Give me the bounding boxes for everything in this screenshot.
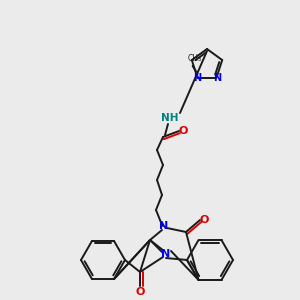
Text: O: O — [178, 126, 188, 136]
Text: N: N — [194, 73, 202, 83]
Text: N: N — [213, 73, 221, 83]
Text: O: O — [199, 215, 209, 225]
Text: CH₃: CH₃ — [188, 54, 202, 63]
Text: N: N — [161, 249, 171, 259]
Text: N: N — [159, 221, 169, 231]
Text: NH: NH — [161, 113, 179, 123]
Text: O: O — [135, 287, 145, 297]
